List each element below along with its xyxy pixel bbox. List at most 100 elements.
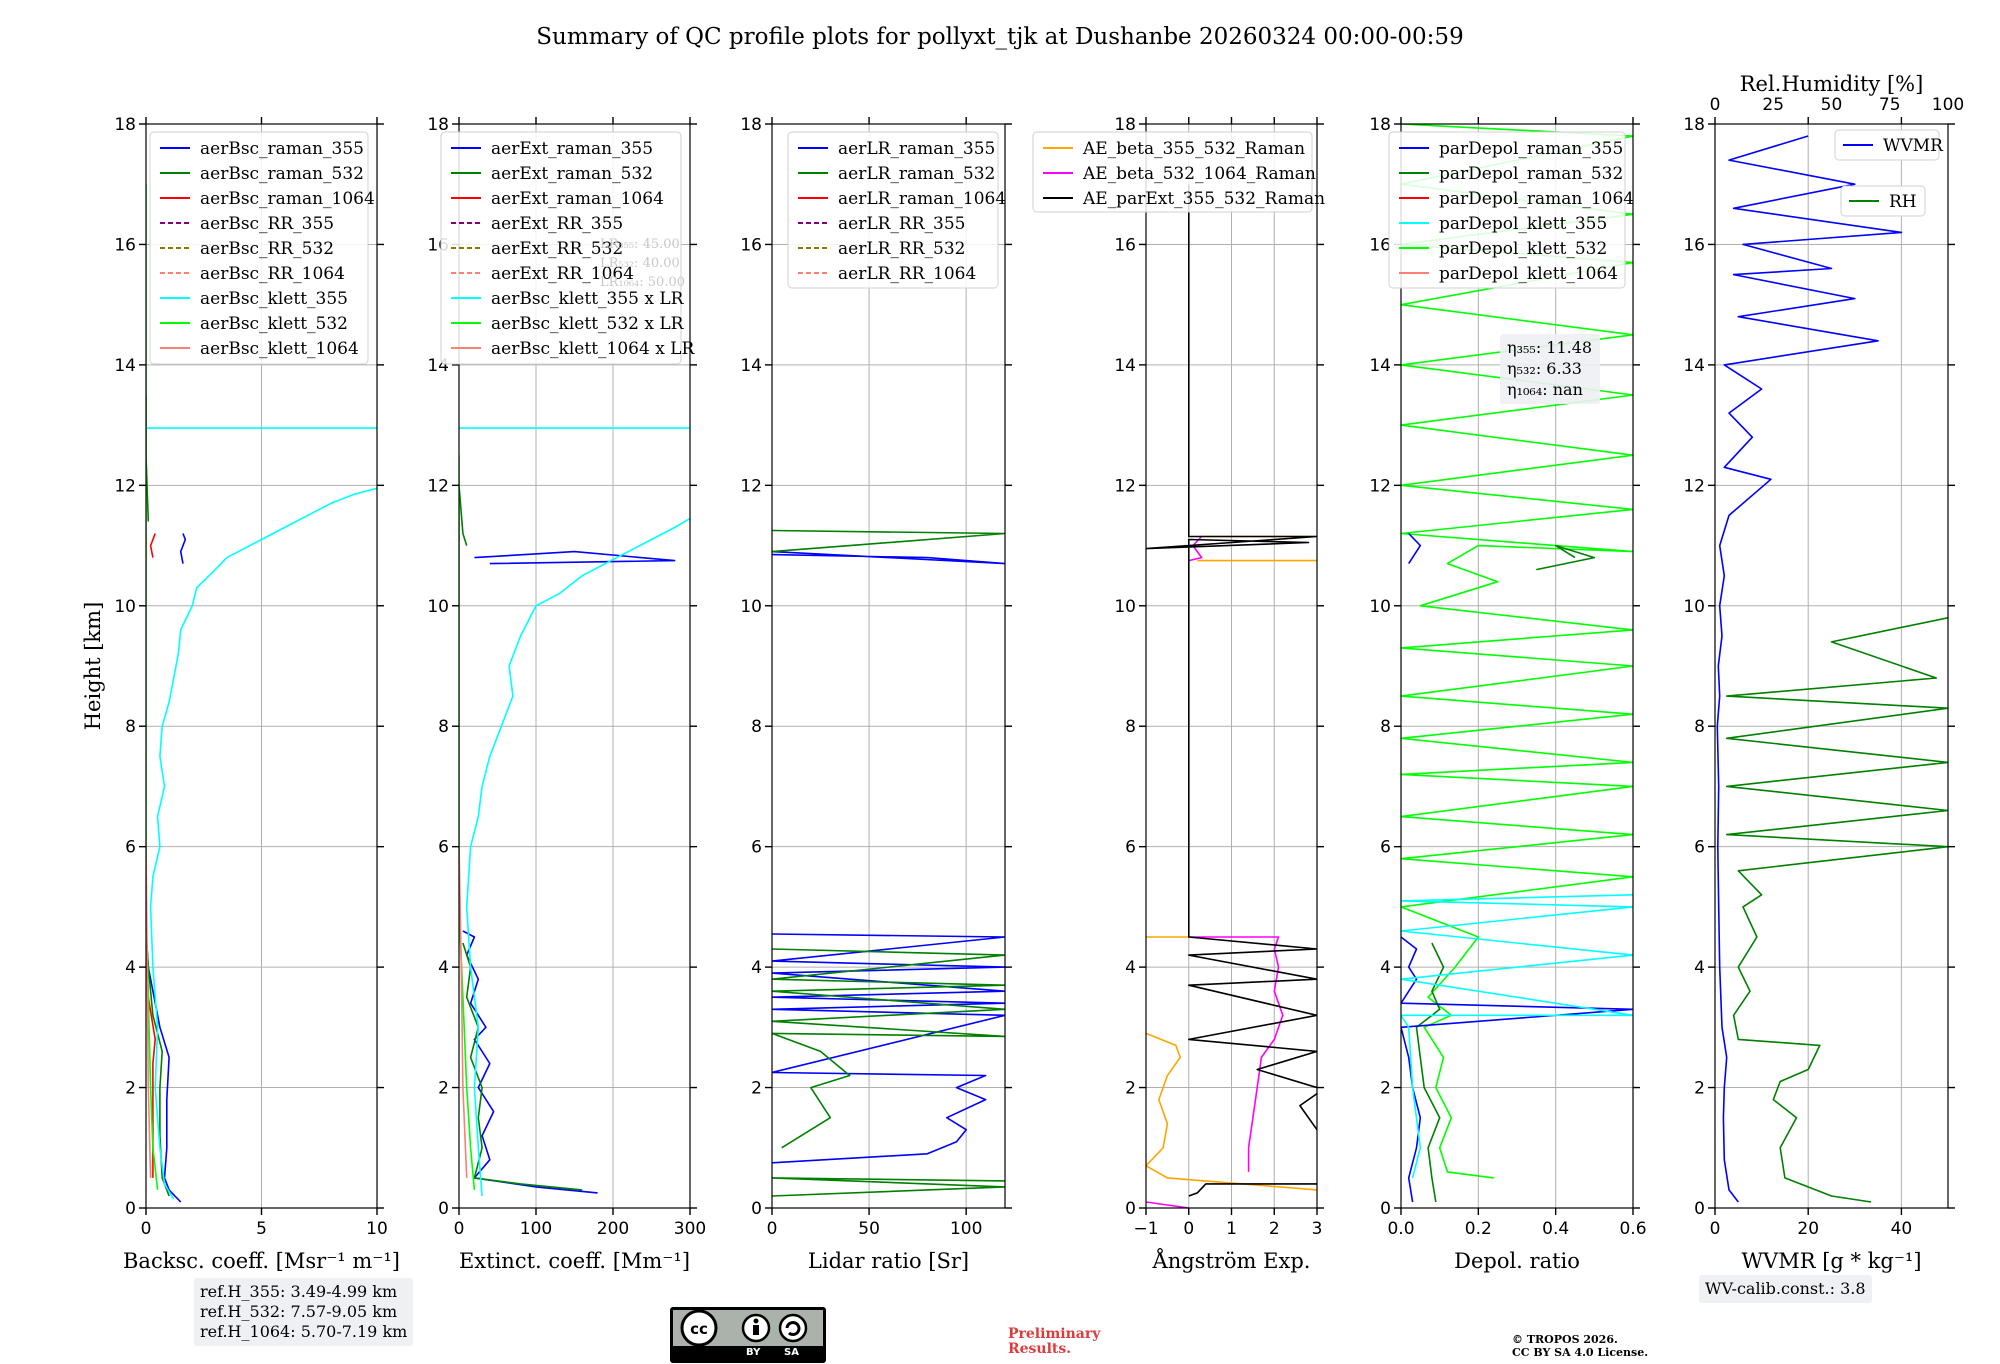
y-tick-label: 10 — [1369, 597, 1391, 617]
y-tick-label: 10 — [1114, 597, 1136, 617]
series-line-aerBsc_klett_355 — [146, 427, 377, 1200]
x2-tick-label: 100 — [1932, 95, 1964, 115]
y-tick-label: 8 — [1694, 717, 1705, 737]
legend-entry: aerBsc_RR_532 — [200, 239, 334, 259]
eta-annotation-line: η₅₃₂: 6.33 — [1507, 359, 1582, 378]
cc-sa-label: SA — [784, 1347, 799, 1358]
y-tick-label: 6 — [1125, 838, 1136, 858]
x-tick-label: 0 — [1710, 1219, 1721, 1239]
series-group — [146, 184, 377, 1203]
x-tick-label: 0.0 — [1387, 1219, 1414, 1239]
series-line-aerBsc_klett_355 x LR — [459, 427, 690, 1197]
series-line-AE_beta_355_532_Raman — [1146, 535, 1317, 1191]
series-line-aerBsc_klett_1064 — [146, 846, 152, 1178]
x2-tick-label: 75 — [1879, 95, 1901, 115]
y-tick-label: 14 — [1683, 356, 1705, 376]
legend-entry: aerBsc_klett_355 — [200, 289, 348, 309]
legend-entry: aerLR_raman_355 — [838, 139, 995, 159]
ref-height-532: ref.H_532: 7.57-9.05 km — [200, 1302, 398, 1321]
y-tick-label: 16 — [1369, 235, 1391, 255]
y-tick-label: 0 — [125, 1199, 136, 1219]
y-tick-label: 2 — [438, 1079, 449, 1099]
lr-annotation: LR₅₃₂: 40.00 — [600, 256, 680, 271]
legend-entry: parDepol_raman_532 — [1439, 164, 1623, 184]
x-tick-label: 0.4 — [1542, 1219, 1569, 1239]
series-line-aerExt_raman_355 — [462, 550, 676, 1194]
legend-entry: aerBsc_raman_532 — [200, 164, 364, 184]
y-tick-label: 8 — [1380, 717, 1391, 737]
y-tick-label: 6 — [751, 838, 762, 858]
y-tick-label: 18 — [1369, 115, 1391, 135]
x2-tick-label: 25 — [1762, 95, 1784, 115]
y-tick-label: 14 — [114, 356, 136, 376]
legend-entry: aerBsc_klett_1064 — [200, 339, 359, 359]
y-tick-label: 4 — [1380, 958, 1391, 978]
legend-entry: aerBsc_klett_532 — [200, 314, 348, 334]
x-tick-label: 0.2 — [1465, 1219, 1492, 1239]
legend: AE_beta_355_532_Raman AE_beta_532_1064_Ra… — [1032, 131, 1325, 213]
legend-entry: WVMR — [1883, 136, 1944, 156]
series-line-parDepol_raman_355 — [1401, 532, 1633, 1203]
y-tick-label: 10 — [427, 597, 449, 617]
y-tick-label: 8 — [438, 717, 449, 737]
y-tick-label: 18 — [1114, 115, 1136, 135]
panel-dep: 0 2 4 6 8 10 12 14 16 18 0.0 0.2 0.4 0.6 Depol. ratio p… — [1369, 115, 1646, 1273]
y-tick-label: 0 — [751, 1199, 762, 1219]
series-line-aerBsc_klett_532 — [146, 184, 159, 1190]
cc-by-label: BY — [746, 1347, 761, 1358]
legend-entry: aerLR_RR_1064 — [838, 264, 976, 284]
legend-entry: AE_beta_355_532_Raman — [1082, 139, 1305, 159]
x-axis-label: WVMR [g * kg⁻¹] — [1741, 1249, 1921, 1273]
x-axis-label: Depol. ratio — [1454, 1249, 1580, 1273]
legend-frame — [1388, 131, 1626, 289]
y-tick-label: 16 — [1114, 235, 1136, 255]
by-person-head — [753, 1318, 759, 1324]
axes-frame — [1714, 123, 1949, 1209]
x-tick-label: 100 — [950, 1219, 982, 1239]
wv-calibration-box: WV-calib.const.: 3.8 — [1699, 1275, 1872, 1303]
by-person-body — [753, 1325, 759, 1335]
series-group — [772, 529, 1005, 1197]
eta-annotation-line: η₁₀₆₄: nan — [1507, 380, 1583, 399]
legend-entry: aerBsc_raman_1064 — [200, 189, 375, 209]
cc-license-badge: cc BY SA — [670, 1307, 826, 1363]
y-tick-label: 0 — [1125, 1199, 1136, 1219]
y-tick-label: 0 — [1694, 1199, 1705, 1219]
lr-annotation: LR₁₀₆₄: 50.00 — [600, 275, 685, 290]
legend: aerLR_raman_355 aerLR_raman_532 aerLR_rama… — [787, 131, 1006, 289]
series-line-aerExt_raman_532 — [459, 485, 583, 1191]
x2-tick-label: 0 — [1710, 95, 1721, 115]
legend-entry: aerBsc_klett_1064 x LR — [491, 339, 695, 359]
y-tick-label: 14 — [1369, 356, 1391, 376]
x-tick-label: 100 — [520, 1219, 552, 1239]
legend-entry: aerExt_RR_532 — [491, 239, 623, 259]
y-tick-label: 10 — [114, 597, 136, 617]
x-axis-label: Extinct. coeff. [Mm⁻¹] — [459, 1249, 690, 1273]
legend-entry: parDepol_klett_1064 — [1439, 264, 1618, 284]
cc-icon-glyph: cc — [690, 1320, 708, 1338]
legend-entry: aerBsc_RR_1064 — [200, 264, 345, 284]
legend: aerBsc_raman_355 aerBsc_raman_532 aerBsc_r… — [149, 131, 375, 365]
y-tick-label: 12 — [1683, 476, 1705, 496]
reference-heights-box: ref.H_355: 3.49-4.99 km ref.H_532: 7.57-9… — [194, 1278, 414, 1346]
cc-icons: cc — [680, 1309, 808, 1347]
legend-frame — [1032, 131, 1313, 213]
cc-badge-footer: BY SA — [673, 1347, 823, 1360]
copyright-note: © TROPOS 2026. CC BY SA 4.0 License. — [1512, 1333, 1649, 1359]
figure-title: Summary of QC profile plots for pollyxt_… — [536, 24, 1463, 50]
x-tick-label: 1 — [1226, 1219, 1237, 1239]
y-tick-label: 4 — [1694, 958, 1705, 978]
ref-height-355: ref.H_355: 3.49-4.99 km — [200, 1282, 398, 1301]
x2-tick-label: 50 — [1821, 95, 1843, 115]
legend-frame — [440, 131, 682, 365]
y-tick-label: 14 — [740, 356, 762, 376]
eta-annotation-line: η₃₅₅: 11.48 — [1507, 338, 1592, 357]
series-line-AE_beta_532_1064_Raman — [1146, 535, 1284, 1208]
y-tick-label: 4 — [1125, 958, 1136, 978]
legend-entry: aerExt_raman_532 — [491, 164, 653, 184]
series-line-aerLR_raman_532 — [772, 529, 1005, 1197]
series-line-aerBsc_raman_355 — [146, 533, 187, 1203]
y-tick-label: 8 — [1125, 717, 1136, 737]
